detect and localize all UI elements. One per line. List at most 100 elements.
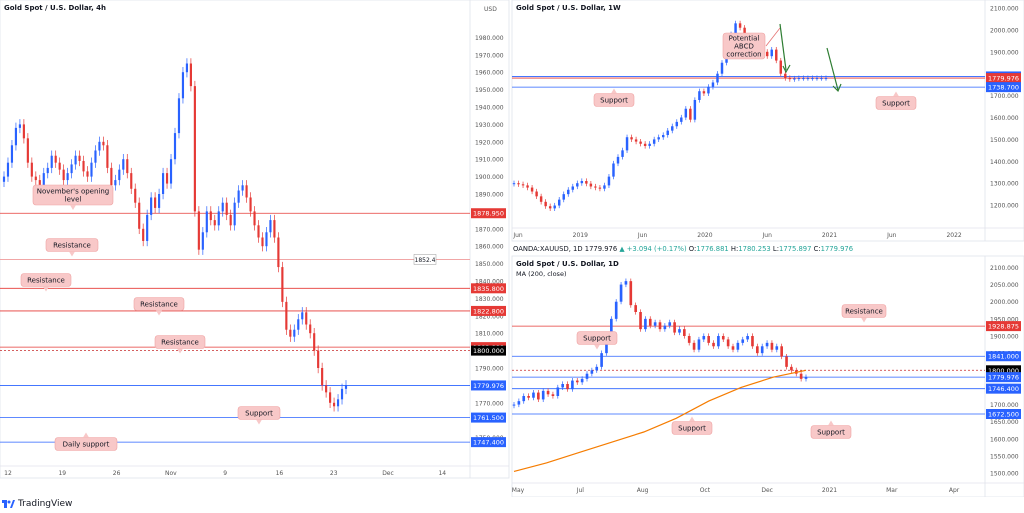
h4-x-tick-label: Nov	[165, 470, 177, 477]
h4-candle	[26, 138, 29, 163]
d1-candle	[668, 322, 672, 326]
d1-callout-support-1-pointer	[594, 344, 600, 350]
h4-x-tick-label: 19	[58, 470, 66, 477]
d1-candle	[741, 339, 745, 343]
tradingview-logo[interactable]: TradingView	[2, 499, 72, 509]
w1-candle	[530, 187, 534, 192]
h4-callout-resistance-2-pointer	[43, 286, 49, 292]
h4-candle	[237, 190, 240, 203]
h4-y-tick-label: 1920.000	[475, 139, 504, 146]
h4-y-tick-label: 1870.000	[475, 226, 504, 233]
w1-callout-support-2-pointer	[893, 91, 899, 97]
d1-candle	[770, 342, 774, 350]
h4-candle	[90, 162, 93, 177]
d1-price-tag-bg	[986, 409, 1021, 419]
h4-callout-resistance-2: Resistance	[20, 273, 72, 292]
w1-x-tick-label: 2021	[822, 232, 837, 239]
w1-candle	[680, 117, 683, 122]
d1-candle	[619, 284, 623, 302]
footer	[0, 497, 1024, 513]
w1-x-tick-label: Jun	[637, 232, 648, 239]
d1-candle	[697, 339, 701, 350]
d1-candle	[634, 305, 637, 312]
w1-x-tick-label: Jun	[762, 232, 773, 239]
w1-candle	[585, 181, 588, 184]
h4-candle	[74, 155, 77, 165]
w1-callout-support-1-text: Support	[600, 97, 628, 105]
w1-y-tick-label: 1200.000	[990, 203, 1019, 210]
h4-candle	[54, 155, 57, 163]
h4-y-tick-label: 1810.000	[475, 331, 504, 338]
h4-candle	[245, 185, 248, 198]
h4-level-badge: 1852.4	[415, 257, 436, 264]
w1-frame	[511, 0, 1024, 242]
w1-callout-abcd-correction-text: Potential	[729, 35, 760, 43]
w1-price-tag-bg	[986, 82, 1021, 93]
d1-candle	[683, 329, 686, 336]
h4-candle	[189, 63, 192, 87]
w1-candle	[621, 150, 624, 157]
h4-price-tag-bg	[471, 437, 506, 448]
w1-candle	[643, 143, 647, 146]
h4-candle	[181, 72, 185, 99]
w1-candle	[811, 78, 814, 80]
w1-candle	[770, 49, 773, 57]
h4-candle	[114, 180, 117, 186]
d1-candle	[629, 281, 633, 306]
h4-candle	[122, 159, 125, 170]
h4-candle	[177, 98, 181, 134]
h4-callout-daily-support-pointer	[83, 432, 89, 438]
h4-candle	[309, 324, 312, 334]
d1-x-tick-label: Apr	[949, 487, 960, 494]
h4-candle	[161, 173, 165, 194]
w1-candle	[806, 78, 810, 80]
w1-candle	[567, 189, 570, 195]
w1-candle	[553, 205, 556, 209]
w1-callout-abcd-correction-text: correction	[726, 51, 761, 59]
d1-candle	[678, 329, 681, 333]
d1-candle	[551, 394, 555, 396]
w1-candle	[630, 137, 633, 140]
w1-price-tag-bg	[986, 73, 1021, 84]
d1-candle	[585, 373, 589, 379]
w1-price-tag: 1738.700	[988, 84, 1019, 92]
h4-candle	[293, 329, 296, 337]
w1-y-tick-label: 1300.000	[990, 181, 1019, 188]
h4-y-tick-label: 1980.000	[475, 35, 504, 42]
w1-candle	[784, 73, 787, 79]
w1-callout-support-1-pointer	[611, 88, 617, 94]
h4-candle	[86, 171, 89, 177]
w1-candle	[657, 137, 660, 140]
h4-candle	[110, 167, 113, 186]
h4-callout-resistance-4-pointer	[177, 348, 183, 354]
d1-callout-support-2: Support	[671, 416, 713, 435]
h4-candle	[332, 402, 336, 407]
h4-candle	[289, 329, 292, 337]
d1-candle	[614, 301, 618, 319]
w1-candle	[539, 196, 543, 202]
d1-x-tick-label: May	[512, 487, 525, 494]
w1-candle	[661, 135, 665, 138]
h4-callout-resistance-3-pointer	[156, 310, 162, 316]
w1-candle	[693, 99, 697, 120]
d1-callout-support-1: Support	[576, 331, 618, 350]
w1-candle	[526, 185, 529, 188]
w1-candle	[616, 156, 620, 164]
d1-candle	[707, 336, 710, 343]
h4-x-tick-label: 12	[4, 470, 12, 477]
w1-y-tick-label: 1700.000	[990, 93, 1019, 100]
d1-price-tag: 1779.976	[988, 374, 1019, 382]
w1-candle	[824, 78, 828, 80]
d1-y-tick-label: 1550.000	[990, 454, 1019, 461]
h4-candle	[285, 301, 288, 330]
w1-candle	[512, 183, 516, 185]
w1-candle	[666, 130, 669, 136]
w1-candle	[639, 141, 642, 144]
d1-candle	[726, 339, 730, 347]
h4-candle	[336, 399, 340, 407]
h4-candle	[134, 188, 137, 203]
d1-title: Gold Spot / U.S. Dollar, 1D	[516, 260, 619, 268]
w1-candle	[535, 191, 538, 197]
d1-price-tag-bg	[986, 321, 1021, 332]
